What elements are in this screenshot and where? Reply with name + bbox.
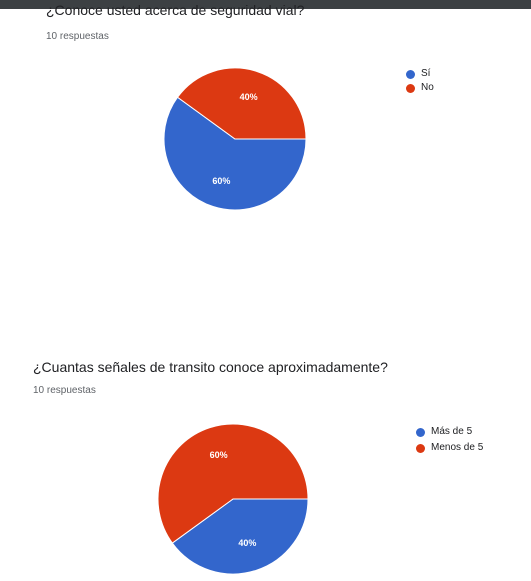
chart-legend: Más de 5 Menos de 5 (416, 424, 483, 456)
legend-item-mas-de-5[interactable]: Más de 5 (416, 424, 483, 440)
legend-item-no[interactable]: No (406, 81, 434, 95)
pie-slice-no[interactable] (176, 67, 307, 140)
top-bar (0, 0, 531, 9)
pie-chart-2: 40% 60% (157, 423, 309, 575)
legend-label: No (421, 82, 434, 93)
pie-slice-más-de-5[interactable] (171, 498, 309, 575)
legend-item-menos-de-5[interactable]: Menos de 5 (416, 440, 483, 456)
slice-percentage-label: 60% (212, 176, 230, 186)
pie-chart-1: 60% 40% (163, 67, 307, 211)
legend-swatch-icon (416, 443, 425, 453)
legend-label: Menos de 5 (431, 442, 484, 453)
legend-swatch-icon (406, 83, 415, 93)
question-title: ¿Cuantas señales de transito conoce apro… (33, 359, 388, 375)
legend-swatch-icon (416, 427, 425, 437)
legend-label: Sí (421, 68, 431, 79)
legend-item-si[interactable]: Sí (406, 67, 434, 81)
response-count: 10 respuestas (33, 385, 96, 396)
question-title: ¿Conoce usted acerca de seguridad vial? (46, 2, 305, 18)
pie-slice-menos-de-5[interactable] (157, 423, 309, 544)
pie-slice-sí[interactable] (163, 96, 307, 211)
slice-percentage-label: 40% (240, 92, 258, 102)
chart-legend: Sí No (406, 67, 434, 95)
legend-swatch-icon (406, 69, 415, 79)
slice-percentage-label: 60% (210, 450, 228, 460)
slice-percentage-label: 40% (238, 538, 256, 548)
legend-label: Más de 5 (431, 426, 473, 437)
response-count: 10 respuestas (46, 31, 109, 42)
